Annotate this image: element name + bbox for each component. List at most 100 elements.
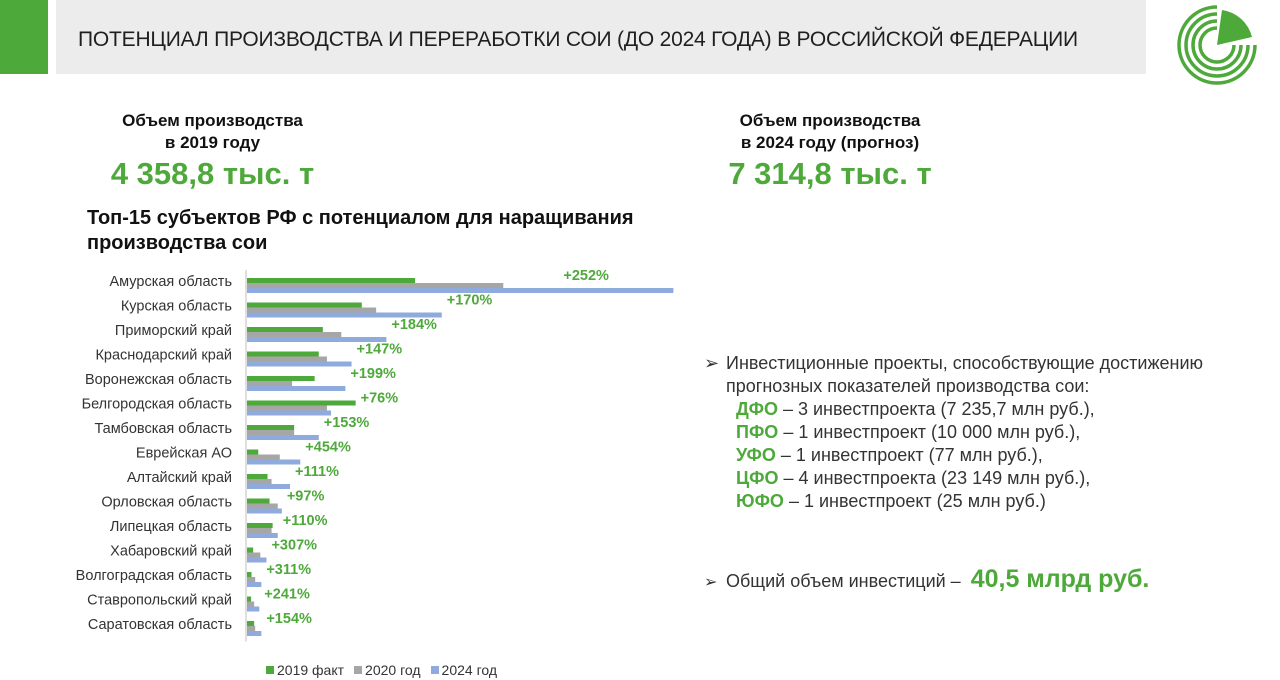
investment-line: ДФО – 3 инвестпроекта (7 235,7 млн руб.)… [736, 398, 1204, 421]
growth-label: +76% [361, 391, 399, 407]
growth-label: +311% [266, 562, 311, 578]
bar-2020-год [247, 454, 280, 460]
district-label: ЦФО [736, 468, 779, 488]
chart-title: Топ-15 субъектов РФ с потенциалом для на… [87, 207, 634, 254]
category-label: Липецкая область [110, 519, 232, 535]
bar-2019-факт [247, 596, 252, 602]
growth-label: +454% [305, 440, 351, 456]
category-label: Краснодарский край [95, 348, 232, 364]
bar-2020-год [247, 552, 261, 558]
bar-2019-факт [247, 572, 252, 577]
investment-text: – 1 инвестпроект (77 млн руб.), [775, 445, 1043, 465]
bar-2024-год [247, 631, 262, 636]
bar-2019-факт [247, 327, 323, 332]
bar-2020-год [247, 405, 327, 411]
bar-2020-год [247, 381, 293, 386]
legend-label-2020: 2020 год [365, 662, 421, 678]
category-label: Тамбовская область [94, 421, 232, 437]
bar-2024-год [247, 606, 260, 612]
category-label: Саратовская область [88, 617, 232, 633]
category-label: Приморский край [115, 323, 232, 339]
bar-2024-год [247, 484, 291, 489]
investment-block: ➢ Инвестиционные проекты, способствующие… [704, 352, 1204, 513]
investment-text: – 3 инвестпроекта (7 235,7 млн руб.), [777, 399, 1095, 419]
bar-2020-год [247, 626, 256, 631]
investment-line: ЦФО – 4 инвестпроекта (23 149 млн руб.), [736, 467, 1204, 490]
stat-2019-label-2: в 2019 году [164, 133, 261, 152]
bar-2024-год [247, 508, 282, 514]
investment-line: ЮФО – 1 инвестпроект (25 млн руб.) [736, 490, 1204, 513]
investment-total: ➢ Общий объем инвестиций – 40,5 млрд руб… [704, 565, 1149, 594]
bar-2020-год [247, 356, 327, 362]
header-bar: ПОТЕНЦИАЛ ПРОИЗВОДСТВА И ПЕРЕРАБОТКИ СОИ… [56, 0, 1146, 74]
stat-2024-label-1: Объем производства [739, 111, 921, 130]
stat-2024-label-2: в 2024 году (прогноз) [740, 133, 920, 152]
bar-2019-факт [247, 621, 255, 626]
bar-2020-год [247, 283, 504, 288]
investment-line: УФО – 1 инвестпроект (77 млн руб.), [736, 444, 1204, 467]
investment-list: ДФО – 3 инвестпроекта (7 235,7 млн руб.)… [736, 398, 1204, 513]
category-label: Воронежская область [85, 372, 232, 388]
bar-2024-год [247, 312, 442, 318]
growth-label: +154% [266, 611, 312, 627]
category-label: Белгородская область [82, 397, 232, 413]
bar-2024-год [247, 410, 332, 416]
stat-2019: Объем производства в 2019 году 4 358,8 т… [90, 110, 335, 192]
growth-label: +241% [264, 587, 310, 603]
legend-item-2020: 2020 год [354, 662, 421, 678]
chart-legend: 2019 факт 2020 год 2024 год [266, 662, 497, 678]
legend-label-2019: 2019 факт [277, 662, 345, 678]
legend-swatch-2024 [430, 666, 439, 674]
bar-2024-год [247, 533, 278, 538]
bullet-arrow-icon: ➢ [704, 574, 718, 591]
bar-chart: Амурская область +252% Курская область +170… [76, 268, 674, 642]
bar-2024-год [247, 435, 319, 440]
bar-2020-год [247, 503, 278, 509]
bar-2024-год [247, 557, 267, 563]
category-label: Алтайский край [127, 470, 232, 486]
district-label: ДФО [736, 399, 778, 419]
investment-text: – 4 инвестпроекта (23 149 млн руб.), [778, 468, 1091, 488]
investment-total-label: Общий объем инвестиций – [726, 571, 961, 591]
bar-2019-факт [247, 302, 362, 308]
growth-label: +307% [271, 538, 317, 554]
category-label: Орловская область [101, 495, 232, 511]
investment-line: ПФО – 1 инвестпроект (10 000 млн руб.), [736, 421, 1204, 444]
page-title: ПОТЕНЦИАЛ ПРОИЗВОДСТВА И ПЕРЕРАБОТКИ СОИ… [78, 28, 1078, 51]
investment-heading-row: ➢ Инвестиционные проекты, способствующие… [704, 352, 1204, 398]
stat-2019-value: 4 358,8 тыс. т [110, 156, 315, 191]
growth-label: +110% [283, 513, 328, 529]
bar-2019-факт [247, 474, 268, 479]
legend-item-2019: 2019 факт [266, 662, 344, 678]
category-label: Курская область [121, 299, 232, 315]
bar-2019-факт [247, 498, 270, 504]
legend-label-2024: 2024 год [441, 662, 498, 678]
bar-2024-год [247, 337, 387, 342]
growth-label: +111% [295, 464, 339, 480]
category-label: Волгоградская область [76, 568, 232, 584]
investment-total-value: 40,5 млрд руб. [970, 565, 1150, 593]
growth-label: +147% [357, 342, 403, 358]
category-label: Амурская область [110, 274, 233, 290]
bar-2024-год [247, 459, 301, 465]
bullet-arrow-icon: ➢ [704, 353, 720, 373]
category-label: Ставропольский край [87, 593, 232, 609]
bar-2020-год [247, 577, 256, 582]
stat-2024: Объем производства в 2024 году (прогноз)… [700, 110, 960, 192]
bar-2020-год [247, 332, 342, 337]
bar-2019-факт [247, 547, 254, 553]
district-label: ЮФО [736, 491, 784, 511]
category-label: Хабаровский край [110, 544, 232, 560]
bar-2019-факт [247, 449, 259, 455]
category-label: Еврейская АО [136, 446, 232, 462]
bar-2019-факт [247, 278, 416, 283]
district-label: ПФО [736, 422, 779, 442]
investment-heading: Инвестиционные проекты, способствующие д… [726, 353, 1204, 396]
growth-label: +170% [447, 293, 493, 309]
bar-2024-год [247, 582, 262, 587]
stat-2024-value: 7 314,8 тыс. т [728, 156, 932, 191]
bar-2019-факт [247, 523, 273, 528]
legend-item-2024: 2024 год [430, 662, 498, 678]
growth-label: +199% [350, 366, 396, 382]
growth-label: +97% [287, 489, 325, 505]
